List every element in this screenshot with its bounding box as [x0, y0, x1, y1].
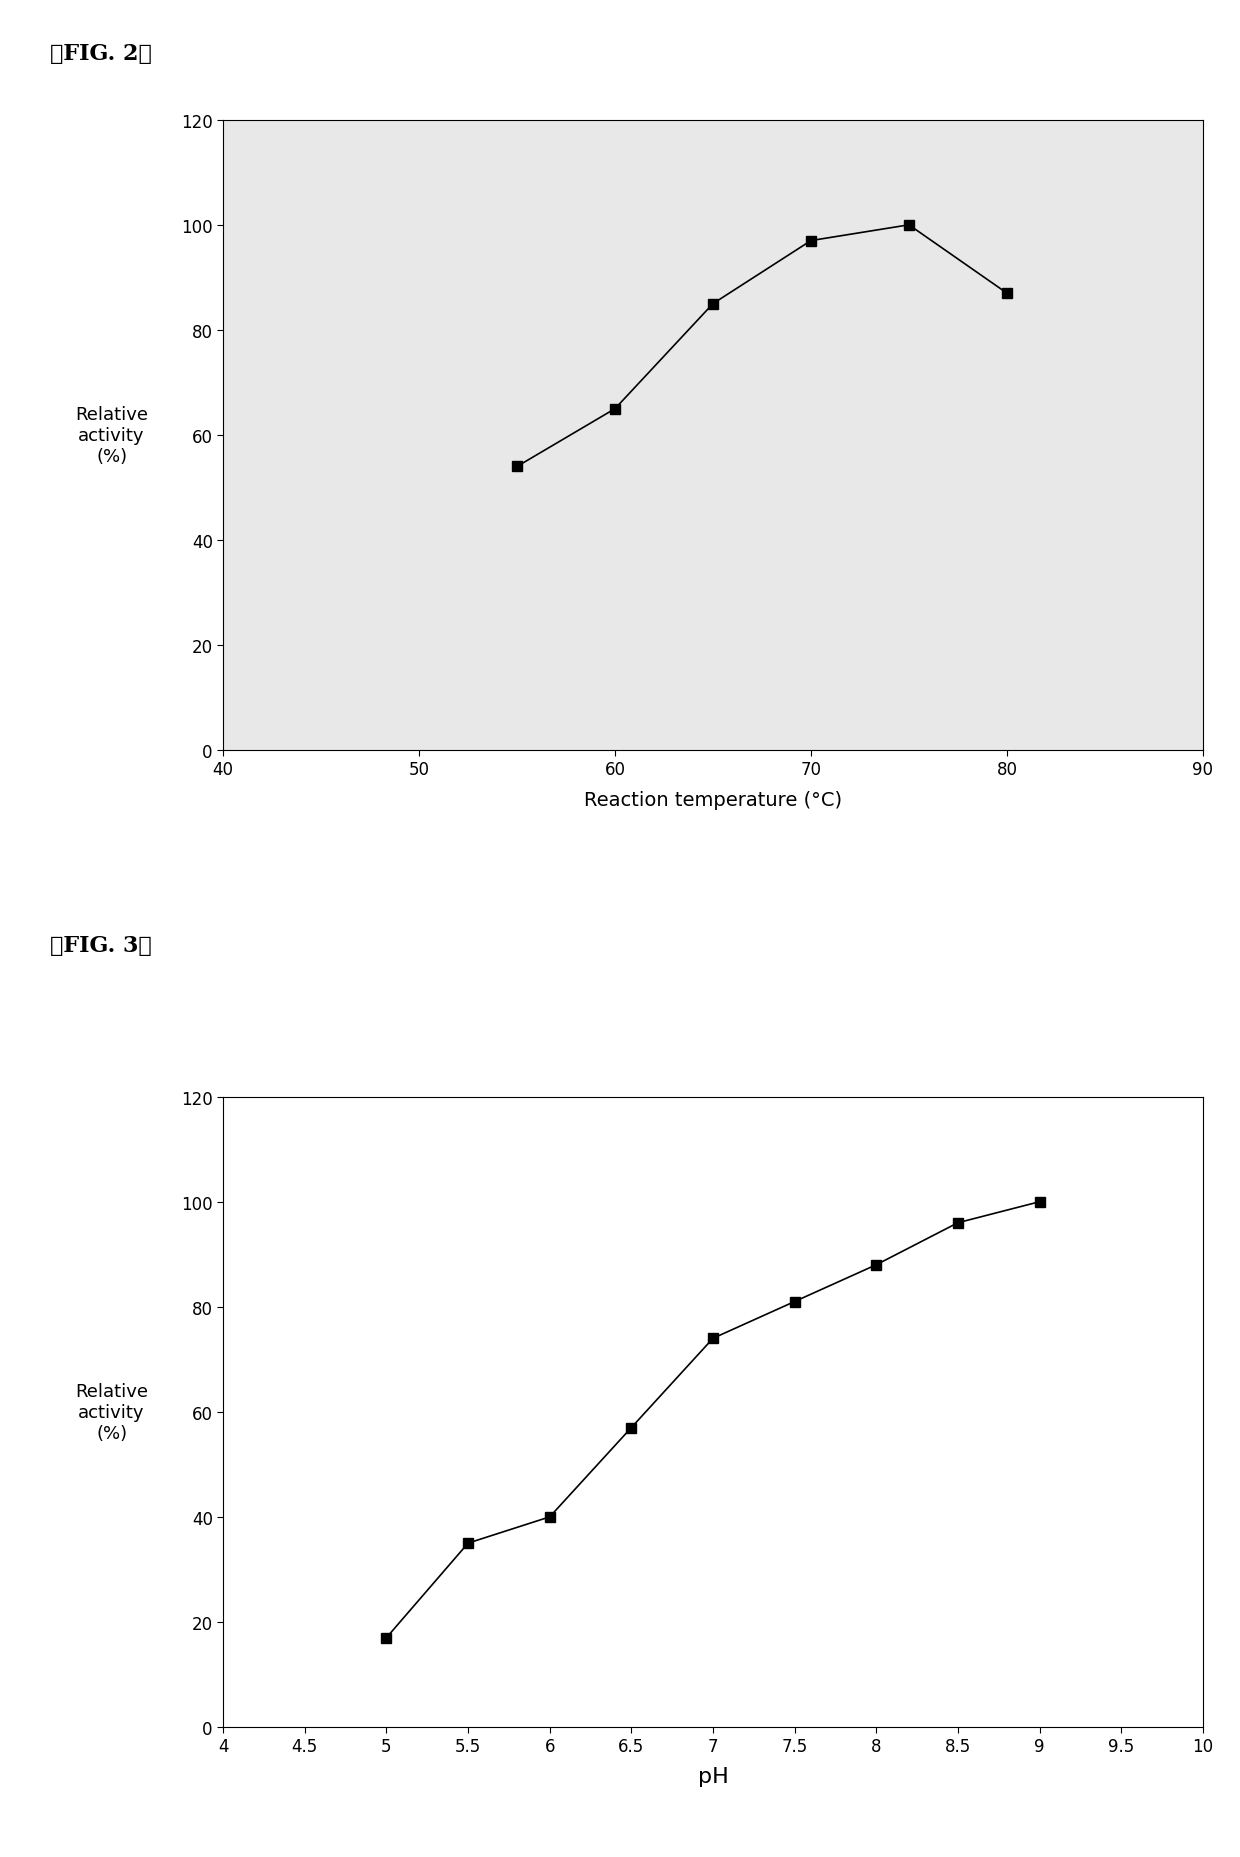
- X-axis label: Reaction temperature (°C): Reaction temperature (°C): [584, 789, 842, 810]
- Y-axis label: Relative
activity
(%): Relative activity (%): [76, 407, 148, 466]
- Text: 【FIG. 2】: 【FIG. 2】: [50, 43, 151, 65]
- Y-axis label: Relative
activity
(%): Relative activity (%): [76, 1382, 148, 1441]
- X-axis label: pH: pH: [698, 1766, 728, 1786]
- Text: 【FIG. 3】: 【FIG. 3】: [50, 934, 151, 956]
